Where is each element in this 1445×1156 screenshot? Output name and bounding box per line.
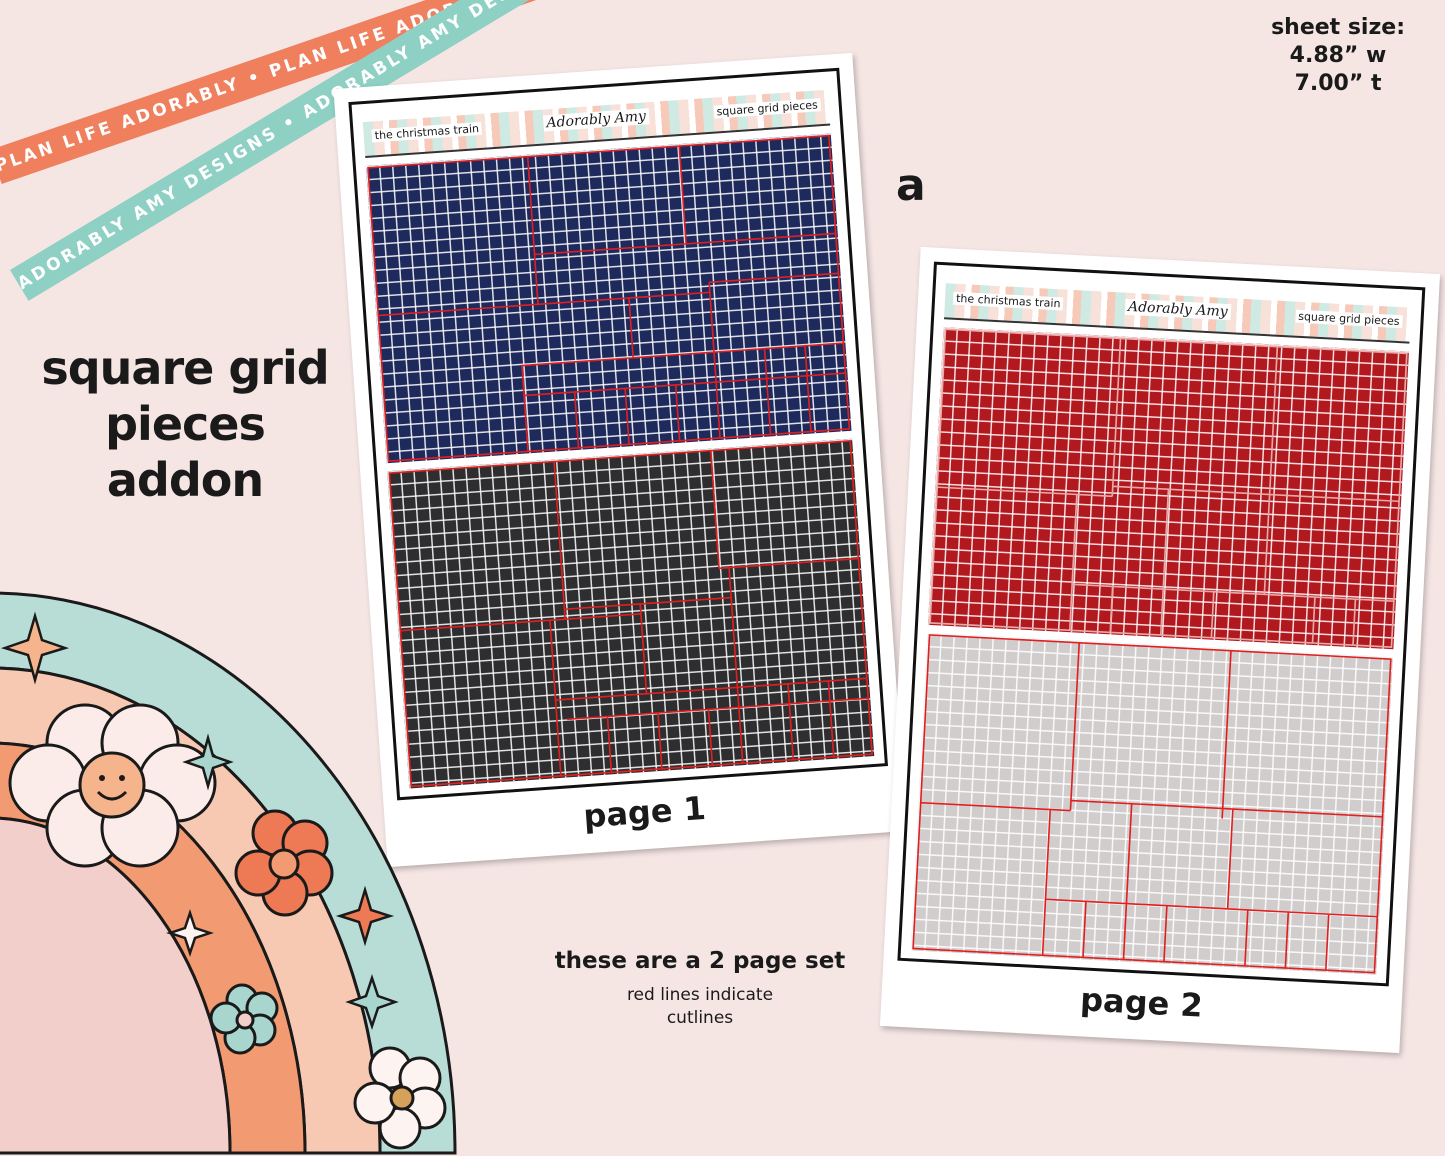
cutline-note-line-2: cutlines: [666, 1008, 734, 1028]
variant-letter: a: [896, 160, 926, 211]
cutlines-charcoal: [388, 440, 873, 788]
sparkle-icon: [0, 611, 70, 685]
title-line-2: pieces: [105, 397, 266, 451]
sparkle-icon: [345, 974, 399, 1030]
white-flower-icon: [353, 1046, 447, 1150]
title-line-1: square grid: [41, 341, 329, 395]
sticker-sheet-page-1: the christmas train Adorably Amy square …: [333, 52, 907, 868]
brand-logo: Adorably Amy: [542, 108, 650, 132]
charcoal-grid-section: [387, 438, 875, 789]
red-grid-section: [927, 327, 1409, 650]
two-page-set-note: these are a 2 page set: [554, 948, 846, 974]
sheet-size-info: sheet size: 4.88” w 7.00” t: [1271, 14, 1405, 98]
header-collection-name: the christmas train: [371, 121, 483, 143]
sheet-height: 7.00” t: [1294, 71, 1382, 96]
navy-grid-section: [365, 133, 852, 464]
cutlines-red: [929, 328, 1408, 648]
sparkle-icon: [335, 885, 395, 947]
header-product-name: square grid pieces: [713, 98, 822, 119]
rainbow-illustration: [0, 591, 457, 1155]
cutline-note: red lines indicate cutlines: [540, 984, 860, 1030]
sticker-sheet-page-2: the christmas train Adorably Amy square …: [879, 246, 1441, 1054]
brand-logo: Adorably Amy: [1124, 298, 1232, 321]
header-collection-name: the christmas train: [952, 291, 1064, 311]
title-line-3: addon: [106, 453, 264, 507]
cutlines-navy: [367, 134, 851, 463]
product-title: square grid pieces addon: [30, 340, 340, 508]
sheet-width: 4.88” w: [1289, 43, 1387, 68]
header-product-name: square grid pieces: [1294, 309, 1403, 329]
cutline-note-line-1: red lines indicate: [626, 985, 774, 1005]
cutlines-grey: [912, 634, 1392, 974]
sheet-size-label: sheet size:: [1271, 15, 1405, 40]
mint-flower-icon: [209, 983, 279, 1055]
smiley-flower-icon: [8, 703, 217, 868]
orange-flower-icon: [234, 809, 334, 917]
sparkle-icon: [166, 909, 214, 957]
set-note: these are a 2 page set red lines indicat…: [540, 948, 860, 1030]
sheet-frame: the christmas train Adorably Amy square …: [348, 67, 889, 801]
sparkle-icon: [182, 733, 234, 791]
sheet-frame: the christmas train Adorably Amy square …: [897, 261, 1426, 987]
grey-grid-section: [910, 632, 1393, 975]
